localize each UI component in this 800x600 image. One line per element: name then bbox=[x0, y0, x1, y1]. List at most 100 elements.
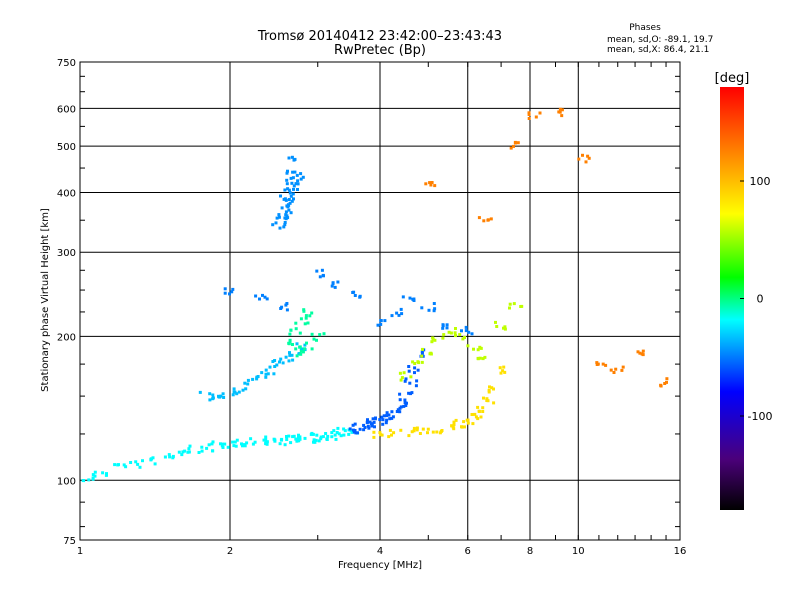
data-point-s6-4 bbox=[255, 377, 259, 381]
data-point-s6-5 bbox=[260, 371, 264, 375]
data-point-s1-0 bbox=[352, 430, 356, 434]
data-point-s3-11 bbox=[287, 203, 291, 207]
data-point-s0-3 bbox=[122, 463, 126, 467]
data-point-s1-6 bbox=[385, 418, 389, 422]
chart-title: Tromsø 20140412 23:42:00–23:43:43 bbox=[257, 29, 502, 44]
data-point-s0-4 bbox=[138, 465, 142, 469]
colorbar-tick-label-2: -100 bbox=[748, 410, 773, 423]
data-point-s0-8 bbox=[188, 444, 192, 448]
data-point-s8-1 bbox=[482, 219, 486, 223]
data-point-s6-7 bbox=[281, 361, 285, 365]
data-point-s2-2 bbox=[415, 428, 419, 432]
data-point-s4-1 bbox=[258, 297, 261, 301]
data-point-s1-5 bbox=[381, 422, 385, 426]
data-point-s5-6 bbox=[466, 344, 470, 348]
data-point-s2-4 bbox=[435, 430, 439, 434]
data-point-s1-0 bbox=[354, 431, 358, 435]
data-point-s5-9 bbox=[508, 306, 511, 310]
data-point-s6-4 bbox=[246, 382, 250, 386]
data-point-s0-10 bbox=[210, 442, 214, 446]
data-point-s2-10 bbox=[482, 396, 485, 400]
data-point-s6-3 bbox=[237, 390, 241, 394]
data-point-s0-22 bbox=[319, 437, 323, 441]
data-point-s8-0 bbox=[433, 184, 437, 188]
data-point-s5-4 bbox=[447, 330, 451, 334]
data-point-s0-8 bbox=[197, 451, 201, 454]
data-point-s4-6 bbox=[376, 323, 380, 327]
data-point-s8-7 bbox=[609, 368, 613, 372]
data-point-s2-3 bbox=[418, 432, 422, 435]
data-point-s4-8 bbox=[401, 295, 405, 299]
data-point-s2-4 bbox=[438, 431, 442, 435]
data-point-s4-10 bbox=[441, 323, 445, 327]
data-point-s3-11 bbox=[289, 211, 293, 215]
data-point-s3-4 bbox=[292, 184, 296, 188]
data-point-s4-0 bbox=[228, 292, 231, 296]
data-point-s7-5 bbox=[295, 354, 299, 358]
legend-line-x: mean, sd,X: 86.4, 21.1 bbox=[607, 45, 709, 55]
data-point-s5-0 bbox=[400, 376, 404, 380]
data-point-s3-1 bbox=[285, 214, 289, 218]
data-point-s2-8 bbox=[473, 412, 477, 416]
data-point-s4-9 bbox=[433, 307, 437, 311]
data-point-s6-0 bbox=[208, 392, 212, 396]
data-point-s6-3 bbox=[232, 387, 236, 391]
data-point-s4-4 bbox=[336, 280, 340, 284]
data-point-s7-2 bbox=[303, 322, 307, 326]
data-point-s0-14 bbox=[265, 442, 269, 446]
data-point-s3-0 bbox=[282, 225, 286, 229]
data-point-s3-6 bbox=[292, 158, 296, 162]
data-point-s0-25 bbox=[339, 434, 343, 438]
data-point-s2-6 bbox=[452, 420, 456, 424]
data-point-s8-5 bbox=[581, 153, 584, 157]
data-point-s6-10 bbox=[303, 343, 307, 347]
data-point-s3-7 bbox=[279, 194, 282, 198]
data-point-s0-22 bbox=[319, 435, 323, 439]
data-point-s2-12 bbox=[503, 370, 507, 374]
data-point-s8-9 bbox=[665, 380, 668, 384]
data-point-s1-1 bbox=[362, 428, 366, 432]
data-point-s2-11 bbox=[490, 386, 494, 390]
data-point-s0-8 bbox=[187, 447, 191, 451]
data-point-s6-2 bbox=[221, 392, 225, 396]
data-point-s6-8 bbox=[284, 355, 288, 359]
data-point-s3-10 bbox=[299, 172, 303, 176]
data-point-s1-8 bbox=[395, 410, 399, 413]
data-point-s2-5 bbox=[451, 425, 455, 429]
data-point-s0-26 bbox=[349, 429, 353, 433]
data-point-s0-12 bbox=[241, 444, 244, 448]
data-point-s0-16 bbox=[279, 438, 283, 442]
data-point-s1-12 bbox=[416, 368, 420, 372]
y-tick-label-0: 75 bbox=[63, 536, 76, 547]
data-point-s0-4 bbox=[141, 459, 144, 463]
data-point-s3-7 bbox=[292, 197, 295, 201]
data-point-s4-9 bbox=[420, 306, 424, 310]
data-point-s5-7 bbox=[478, 356, 482, 360]
data-point-s8-1 bbox=[477, 216, 481, 220]
data-point-s2-0 bbox=[378, 431, 382, 435]
chart-subtitle: RwPretec (Bp) bbox=[334, 43, 426, 58]
data-point-s7-4 bbox=[318, 333, 322, 337]
data-point-s1-1 bbox=[351, 423, 355, 427]
data-point-s6-3 bbox=[232, 390, 236, 394]
data-point-s0-24 bbox=[332, 429, 336, 433]
data-point-s3-10 bbox=[289, 176, 293, 180]
data-point-s0-17 bbox=[285, 435, 288, 438]
data-point-s1-8 bbox=[398, 410, 402, 414]
data-point-s2-9 bbox=[481, 406, 485, 410]
data-point-s8-0 bbox=[424, 182, 428, 186]
data-point-s3-11 bbox=[287, 208, 291, 212]
data-point-s6-8 bbox=[279, 357, 283, 361]
data-point-s4-1 bbox=[265, 297, 269, 301]
x-tick-label-2: 4 bbox=[377, 546, 383, 557]
data-point-s0-1 bbox=[87, 478, 91, 482]
data-point-s7-0 bbox=[291, 343, 294, 346]
data-point-s8-2 bbox=[512, 144, 515, 148]
data-point-s0-18 bbox=[297, 433, 300, 437]
data-point-s0-19 bbox=[297, 439, 301, 443]
data-point-s0-9 bbox=[200, 449, 204, 453]
data-point-s2-11 bbox=[487, 390, 491, 394]
data-point-s7-6 bbox=[310, 347, 314, 351]
data-point-s5-0 bbox=[398, 371, 402, 375]
data-point-s0-11 bbox=[233, 440, 237, 444]
